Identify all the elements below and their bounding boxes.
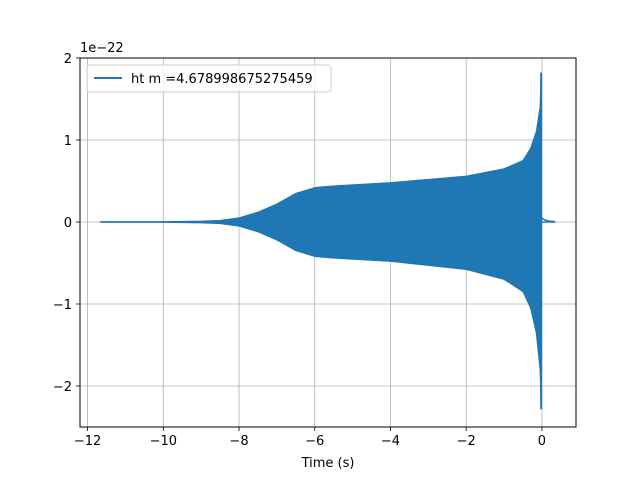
x-tick-label: −8	[229, 434, 248, 449]
x-tick-label: −6	[305, 434, 324, 449]
y-tick-label: 1	[64, 134, 72, 149]
y-tick-label: 0	[64, 216, 72, 231]
y-tick-label: 2	[64, 52, 72, 67]
series-group	[100, 72, 556, 410]
legend: ht m =4.678998675275459	[86, 64, 332, 93]
y-offset-text: 1e−22	[80, 41, 124, 56]
x-tick-label: 0	[538, 434, 546, 449]
axes-frame	[79, 57, 577, 428]
x-axis-label: Time (s)	[301, 456, 355, 471]
x-tick-label: −2	[457, 434, 476, 449]
y-tick-label: −2	[53, 380, 72, 395]
legend-box	[86, 64, 332, 93]
legend-entry-label: ht m =4.678998675275459	[131, 72, 313, 87]
y-tick-label: −1	[53, 298, 72, 313]
x-tick-label: −10	[150, 434, 177, 449]
x-tick-label: −4	[381, 434, 400, 449]
x-tick-label: −12	[74, 434, 101, 449]
